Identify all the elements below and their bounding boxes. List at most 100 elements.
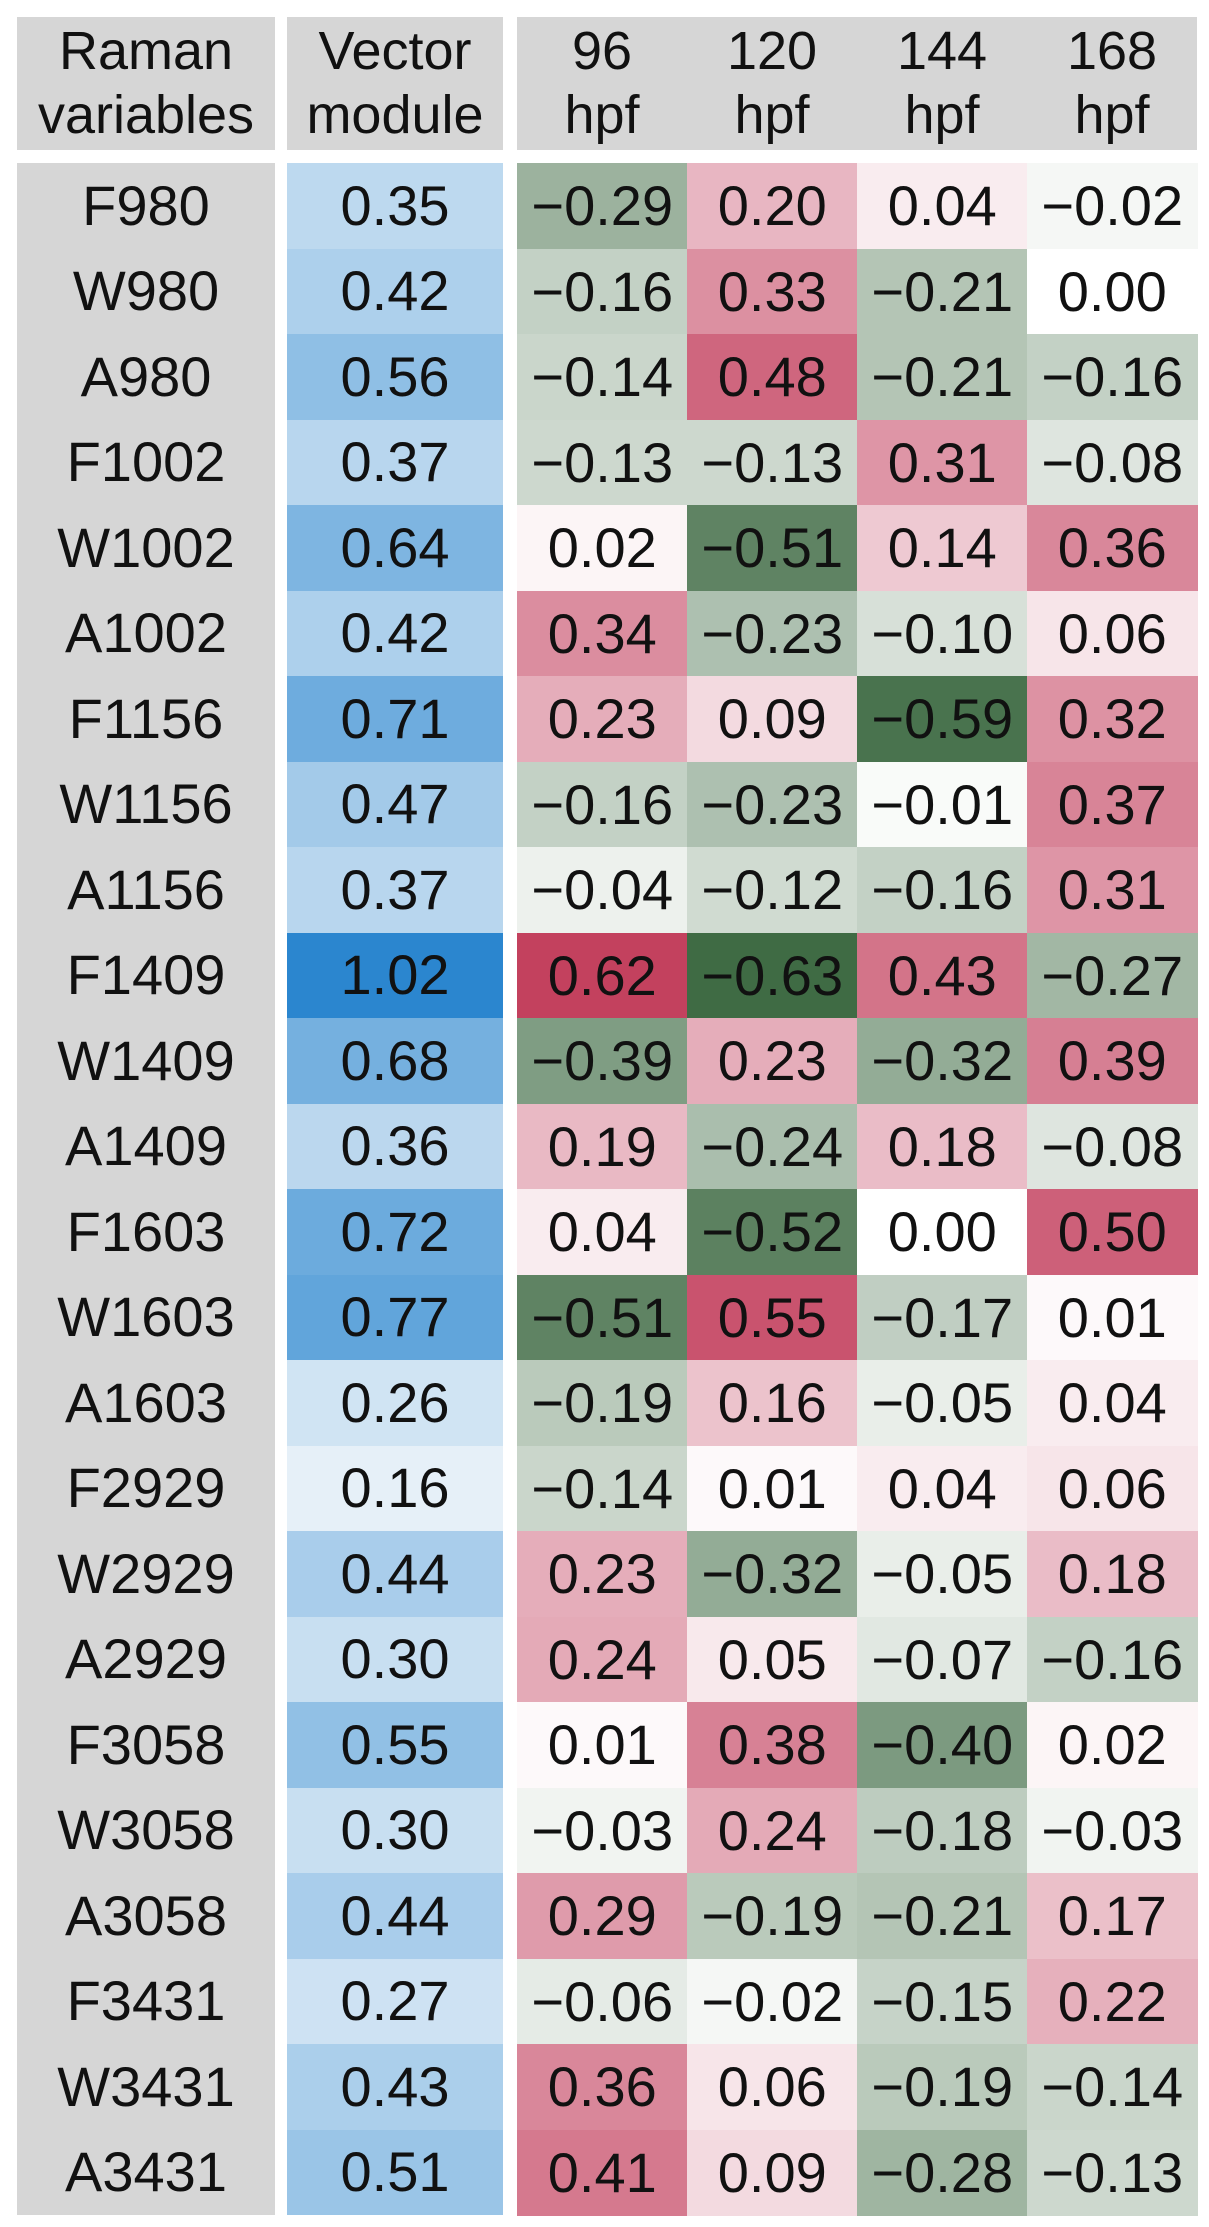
heatmap-cell: 0.31 (857, 419, 1028, 506)
vector-module-cell: 0.77 (287, 1274, 503, 1360)
heatmap-cell: −0.14 (517, 334, 688, 420)
vector-module-cell: 0.51 (287, 2129, 503, 2215)
row-label: A1156 (67, 857, 225, 921)
column-header-line: 96 (571, 20, 633, 81)
vector-module-cell: 0.68 (287, 1018, 503, 1104)
heatmap-cell: 0.36 (1027, 505, 1198, 591)
heatmap-cell: −0.14 (517, 1445, 688, 1532)
column-header-line: 120 (726, 20, 818, 81)
heatmap-cell: −0.02 (1027, 163, 1198, 249)
heatmap-cell: −0.27 (1027, 932, 1198, 1019)
row-label: A1409 (65, 1114, 227, 1178)
heatmap-cell: 0.62 (517, 932, 688, 1019)
vector-module-cell: 0.44 (287, 1531, 503, 1617)
heatmap-cell: 0.36 (517, 2044, 688, 2130)
heatmap-cell: 0.18 (1027, 1531, 1198, 1617)
heatmap-cell: 0.19 (517, 1103, 688, 1190)
heatmap-cell: 0.34 (517, 590, 688, 677)
row-label-header-line: Raman (58, 20, 234, 81)
heatmap-cell: 0.24 (687, 1787, 858, 1874)
heatmap-cell: −0.07 (857, 1616, 1028, 1703)
heatmap-cell: −0.16 (517, 248, 688, 335)
vector-module-cell: 0.36 (287, 1103, 503, 1189)
vector-module-cell: 1.02 (287, 932, 503, 1018)
row-label: W1409 (57, 1028, 235, 1092)
row-label-panel (17, 163, 275, 2215)
column-header-line: hpf (564, 84, 640, 145)
heatmap-cell: −0.13 (1027, 2129, 1198, 2216)
heatmap-cell: 0.02 (1027, 1702, 1198, 1788)
heatmap-cell: −0.29 (517, 163, 688, 249)
heatmap-cell: −0.16 (1027, 1616, 1198, 1703)
column-header-0: 96 hpf (517, 17, 687, 150)
heatmap-cell: 0.06 (1027, 590, 1198, 677)
heatmap-cell: 0.04 (1027, 1360, 1198, 1446)
column-header-line: hpf (904, 84, 980, 145)
heatmap-cell: 0.43 (857, 932, 1028, 1019)
row-label: A3431 (65, 2140, 227, 2204)
heatmap-cell: −0.40 (857, 1702, 1028, 1788)
heatmap-cell: 0.23 (517, 1531, 688, 1617)
vector-module-cell: 0.64 (287, 505, 503, 591)
heatmap-cell: −0.03 (517, 1787, 688, 1874)
heatmap-cell: −0.39 (517, 1018, 688, 1104)
heatmap-cell: −0.32 (857, 1018, 1028, 1104)
heatmap-cell: −0.08 (1027, 419, 1198, 506)
heatmap-cell: −0.19 (687, 1873, 858, 1959)
row-label: W1002 (57, 515, 235, 579)
heatmap-cell: 0.17 (1027, 1873, 1198, 1959)
row-label-header-line: variables (37, 84, 255, 145)
column-header-1: 120 hpf (687, 17, 857, 150)
heatmap-cell: 0.14 (857, 505, 1028, 591)
vector-module-header-line: module (306, 84, 484, 145)
heatmap-cell: −0.16 (1027, 334, 1198, 420)
heatmap-cell: −0.32 (687, 1531, 858, 1617)
row-label: F3058 (66, 1712, 226, 1776)
vector-module-cell: 0.42 (287, 590, 503, 676)
heatmap-cell: 0.29 (517, 1873, 688, 1959)
column-header-line: hpf (1074, 84, 1150, 145)
vector-module-cell: 0.35 (287, 163, 503, 249)
heatmap-cell: −0.01 (857, 761, 1028, 848)
heatmap-cell: 0.01 (687, 1445, 858, 1532)
vector-module-cell: 0.72 (287, 1189, 503, 1275)
row-label: W1603 (57, 1285, 235, 1349)
heatmap-cell: 0.16 (687, 1360, 858, 1446)
heatmap-cell: −0.19 (857, 2044, 1028, 2130)
heatmap-cell: −0.08 (1027, 1103, 1198, 1190)
heatmap-cell: −0.02 (687, 1958, 858, 2045)
row-label: A3058 (65, 1883, 227, 1947)
column-header-2: 144 hpf (857, 17, 1027, 150)
vector-module-cell: 0.42 (287, 248, 503, 334)
row-label: F2929 (66, 1456, 226, 1520)
row-label: A980 (80, 344, 212, 408)
vector-module-cell: 0.44 (287, 1873, 503, 1959)
heatmap-cell: 0.06 (687, 2044, 858, 2130)
row-label: A1603 (65, 1370, 227, 1434)
row-label: A1002 (65, 601, 227, 665)
heatmap-cell: 0.32 (1027, 676, 1198, 762)
vector-module-cell: 0.43 (287, 2044, 503, 2130)
row-label: F1409 (66, 943, 226, 1007)
heatmap-cell: 0.00 (1027, 248, 1198, 335)
column-header-line: hpf (734, 84, 810, 145)
row-label: F1603 (66, 1199, 226, 1263)
heatmap-cell: −0.13 (687, 419, 858, 506)
heatmap-cell: −0.59 (857, 676, 1028, 762)
row-label: W3431 (57, 2054, 235, 2118)
heatmap-cell: 0.02 (517, 505, 688, 591)
heatmap-cell: 0.09 (687, 2129, 858, 2216)
row-label: W980 (72, 259, 220, 323)
heatmap-cell: 0.04 (857, 163, 1028, 249)
heatmap-cell: −0.28 (857, 2129, 1028, 2216)
vector-module-cell: 0.71 (287, 676, 503, 762)
heatmap-cell: 0.41 (517, 2129, 688, 2216)
row-label: A2929 (65, 1627, 227, 1691)
heatmap-cell: 0.38 (687, 1702, 858, 1788)
vector-module-header-line: Vector (318, 20, 472, 81)
heatmap-cell: −0.51 (517, 1274, 688, 1361)
heatmap-cell: 0.06 (1027, 1445, 1198, 1532)
row-label-header: Raman variables (17, 17, 275, 150)
heatmap-cell: 0.04 (517, 1189, 688, 1275)
row-label: F3431 (66, 1969, 226, 2033)
